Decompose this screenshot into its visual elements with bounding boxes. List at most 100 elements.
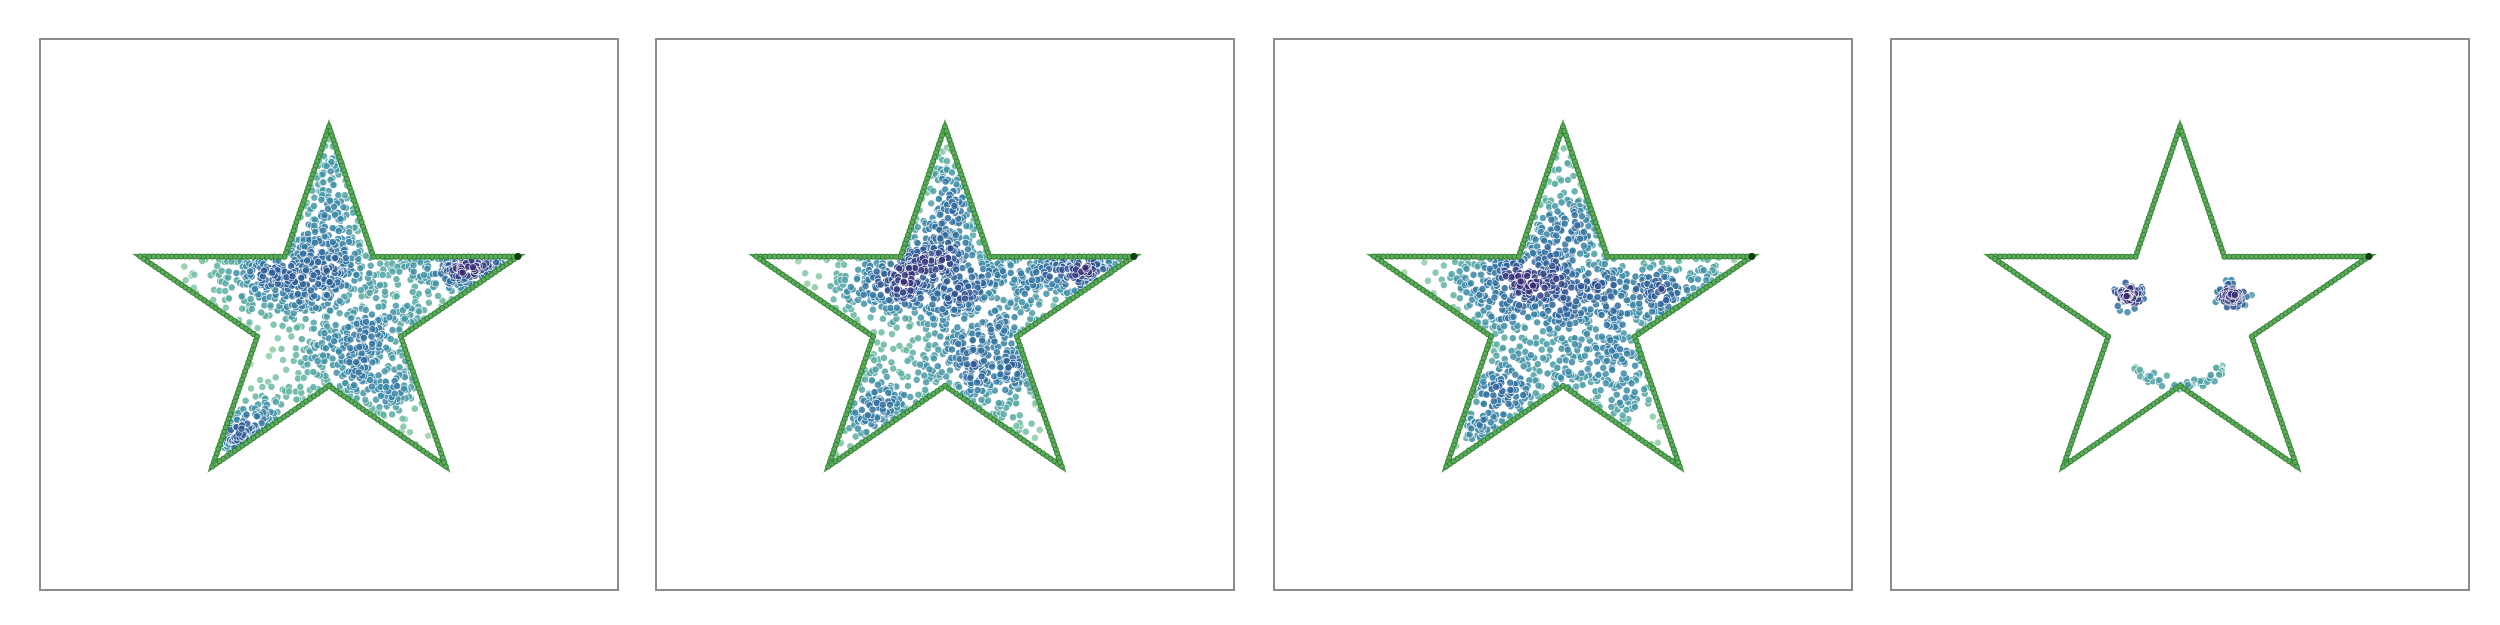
scatter-point (1616, 345, 1625, 354)
scatter-point (285, 387, 293, 396)
scatter-point (984, 271, 993, 280)
scatter-point (395, 363, 404, 372)
scatter-point (395, 325, 404, 334)
scatter-point (1597, 311, 1606, 319)
scatter-point (1638, 265, 1647, 274)
scatter-point (913, 223, 922, 232)
scatter-point (946, 366, 954, 375)
scatter-point (969, 345, 978, 354)
scatter-point (1618, 355, 1626, 364)
scatter-point (420, 271, 429, 279)
scatter-point (379, 410, 388, 419)
scatter-point (990, 337, 999, 346)
scatter-point (425, 298, 433, 307)
scatter-point (288, 272, 297, 281)
scatter-point (968, 273, 976, 282)
scatter-panel-3 (1273, 38, 1853, 591)
scatter-point (1564, 367, 1573, 376)
scatter-point (1687, 275, 1695, 284)
scatter-point (1001, 386, 1010, 394)
scatter-point (252, 412, 261, 421)
scatter-point (1431, 268, 1440, 277)
scatter-point (905, 322, 914, 331)
scatter-point (861, 375, 869, 384)
scatter-point (966, 266, 975, 275)
scatter-point (1656, 300, 1665, 308)
scatter-point (963, 245, 972, 254)
scatter-point (1519, 362, 1528, 371)
scatter-point (888, 330, 896, 338)
scatter-point (1515, 301, 1524, 310)
scatter-point (921, 385, 930, 394)
scatter-point (1631, 361, 1639, 370)
scatter-point (1015, 411, 1024, 420)
scatter-point (938, 256, 946, 264)
scatter-point (424, 431, 433, 440)
scatter-point (905, 264, 914, 273)
scatter-point (916, 294, 925, 303)
scatter-point (1607, 396, 1616, 404)
scatter-point (1603, 321, 1611, 329)
scatter-point (271, 373, 280, 382)
scatter-point (873, 380, 882, 389)
outline-marker (943, 128, 950, 135)
scatter-point (271, 398, 280, 406)
scatter-point (406, 428, 414, 437)
scatter-point (1615, 398, 1624, 407)
scatter-point (238, 304, 247, 313)
scatter-point (1548, 300, 1557, 309)
scatter-point (950, 202, 959, 210)
scatter-point (1474, 310, 1482, 319)
scatter-point (355, 343, 364, 351)
scatter-point (1492, 351, 1501, 360)
scatter-point (260, 266, 268, 275)
scatter-point (1479, 399, 1488, 408)
scatter-point (279, 356, 287, 364)
scatter-point (1507, 273, 1516, 282)
scatter-point (913, 239, 922, 247)
scatter-point (356, 264, 365, 273)
scatter-point (886, 260, 895, 268)
scatter-point (829, 295, 838, 304)
scatter-point (388, 354, 397, 362)
scatter-point (978, 336, 987, 345)
scatter-point (247, 384, 255, 393)
scatter-point (826, 282, 835, 290)
scatter-point (1537, 345, 1546, 354)
scatter-point (1499, 344, 1507, 352)
scatter-point (1500, 322, 1509, 330)
scatter-point (1576, 249, 1584, 258)
scatter-point (933, 289, 942, 298)
scatter-point (318, 226, 327, 235)
scatter-point (361, 395, 370, 404)
scatter-point (1447, 270, 1456, 278)
scatter-point (395, 267, 404, 276)
scatter-point (1499, 410, 1508, 419)
scatter-point (963, 360, 972, 369)
scatter-point (921, 258, 930, 266)
scatter-point (973, 386, 982, 394)
scatter-point (860, 299, 868, 308)
scatter-point (424, 287, 432, 296)
scatter-point (322, 266, 331, 275)
scatter-point (869, 305, 877, 314)
scatter-point (943, 277, 951, 286)
scatter-point (1630, 388, 1639, 396)
scatter-point (1529, 249, 1537, 257)
scatter-point (1621, 283, 1630, 292)
scatter-point (1500, 333, 1509, 342)
scatter-point (1035, 300, 1044, 309)
scatter-point (368, 310, 376, 319)
scatter-point (996, 370, 1005, 379)
scatter-point (381, 287, 389, 296)
scatter-point (1699, 266, 1708, 274)
scatter-point (1477, 270, 1485, 279)
scatter-point (980, 356, 988, 365)
scatter-point (350, 381, 358, 390)
scatter-point (366, 261, 375, 270)
scatter-point (1007, 339, 1016, 348)
scatter-point (1577, 369, 1586, 378)
scatter-point (1534, 381, 1543, 390)
scatter-point (1472, 397, 1481, 406)
star-outline (1366, 118, 1760, 473)
